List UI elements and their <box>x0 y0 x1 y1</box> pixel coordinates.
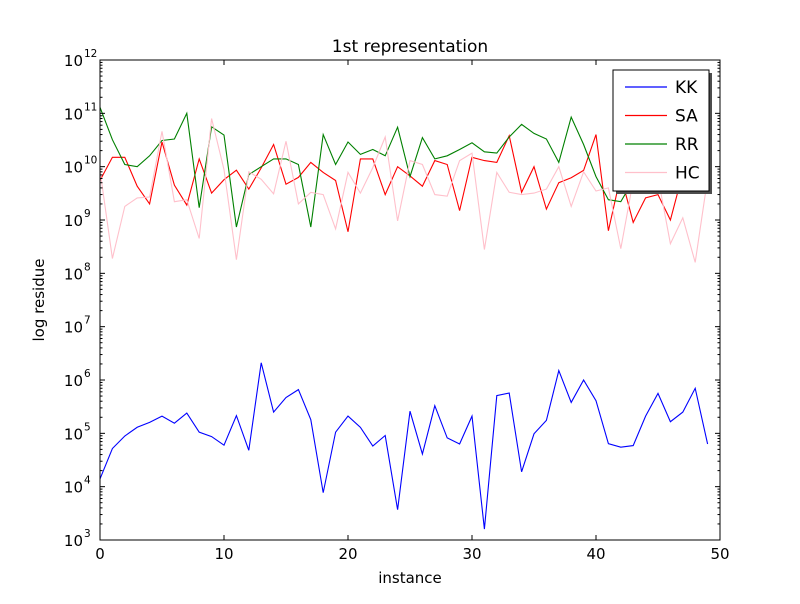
y-tick-base: 10 <box>64 159 83 177</box>
x-tick-label: 10 <box>214 545 233 563</box>
y-tick-exponent: 10 <box>84 155 97 167</box>
series-line-kk <box>99 362 709 530</box>
y-tick-base: 10 <box>64 265 83 283</box>
y-tick-base: 10 <box>64 425 83 443</box>
y-tick-label: 10 <box>64 212 83 230</box>
y-tick-base: 10 <box>64 532 83 550</box>
y-tick-label: 10 <box>64 159 83 177</box>
y-axis-label: log residue <box>30 259 48 342</box>
y-tick-label: 10 <box>64 105 83 123</box>
legend-label-rr: RR <box>675 135 699 155</box>
y-tick-label: 10 <box>64 425 83 443</box>
legend-box <box>612 69 710 192</box>
y-tick-label: 10 <box>64 52 83 70</box>
y-tick-exponent: 11 <box>84 101 97 113</box>
y-tick-label: 10 <box>64 372 83 390</box>
y-tick-base: 10 <box>64 105 83 123</box>
y-tick-base: 10 <box>64 319 83 337</box>
series-line-rr <box>99 107 708 228</box>
chart-title: 1st representation <box>332 37 488 57</box>
legend-label-hc: HC <box>675 164 700 184</box>
x-tick-label: 40 <box>586 545 605 563</box>
y-tick-label: 10 <box>64 532 83 550</box>
y-tick-label: 10 <box>64 479 83 497</box>
y-tick-exponent: 7 <box>84 315 91 327</box>
series-layer <box>99 107 709 530</box>
y-tick-exponent: 12 <box>84 48 97 60</box>
y-tick-base: 10 <box>64 52 83 70</box>
y-tick-label: 10 <box>64 265 83 283</box>
plot-frame <box>99 59 721 541</box>
y-tick-exponent: 9 <box>84 208 91 220</box>
series-line-sa <box>99 133 709 232</box>
x-tick-label: 30 <box>462 545 481 563</box>
x-tick-label: 20 <box>338 545 357 563</box>
y-tick-base: 10 <box>64 212 83 230</box>
x-tick-label: 50 <box>710 545 729 563</box>
y-tick-base: 10 <box>64 372 83 390</box>
y-tick-exponent: 5 <box>84 421 91 433</box>
y-tick-exponent: 6 <box>84 368 91 380</box>
x-tick-label: 0 <box>95 545 105 563</box>
y-tick-exponent: 4 <box>84 475 91 487</box>
x-axis-label: instance <box>378 569 442 587</box>
y-tick-base: 10 <box>64 479 83 497</box>
y-tick-exponent: 8 <box>84 261 91 273</box>
y-tick-label: 10 <box>64 319 83 337</box>
legend-label-kk: KK <box>675 78 698 98</box>
y-tick-exponent: 3 <box>84 528 91 540</box>
series-line-hc <box>99 118 709 263</box>
legend: KK SA RR HC <box>612 69 712 194</box>
legend-label-sa: SA <box>675 107 698 127</box>
